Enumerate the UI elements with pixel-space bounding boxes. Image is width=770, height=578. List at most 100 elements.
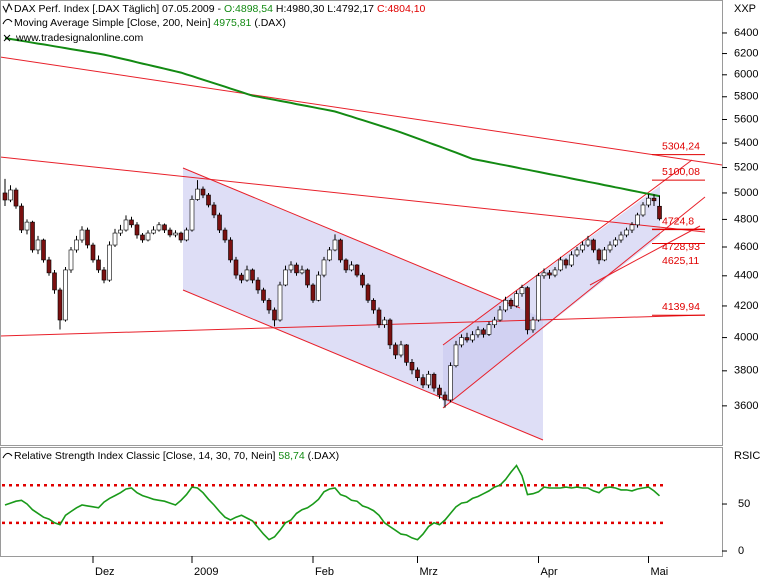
- candle-body: [118, 229, 123, 234]
- candle-body: [233, 259, 239, 276]
- candle-body: [288, 264, 294, 271]
- candle-body: [283, 269, 288, 286]
- candle-body: [332, 239, 338, 251]
- candle-body: [90, 244, 96, 261]
- trend-line: [182, 167, 521, 309]
- trend-lines: [0, 56, 723, 441]
- high-value: H:4980,30: [276, 3, 325, 15]
- annotation-label: 4724,8: [662, 215, 694, 227]
- y-tick-label: 4600: [734, 241, 758, 253]
- trend-line: [442, 159, 693, 346]
- open-value: O:4898,54: [224, 3, 273, 15]
- y-tick-label: 6000: [734, 69, 758, 81]
- candle-body: [96, 259, 101, 271]
- annotation-label: 4728,93: [662, 241, 700, 253]
- candle-body: [508, 299, 514, 307]
- y-tick-label: 0: [738, 545, 744, 557]
- ma-header: Moving Average Simple [Close, 200, Nein]…: [14, 17, 286, 29]
- candle-body: [635, 214, 640, 226]
- trend-line: [442, 196, 706, 409]
- trend-line: [0, 56, 723, 166]
- candle-body: [624, 229, 629, 236]
- price-panel-frame: [0, 0, 723, 446]
- candle-body: [618, 234, 624, 241]
- x-tick-label: 2009: [194, 566, 218, 578]
- candle-body: [13, 189, 19, 207]
- candle-body: [547, 272, 552, 276]
- candle-body: [486, 324, 492, 335]
- x-tick-label: Mrz: [420, 566, 438, 578]
- candle-body: [74, 239, 79, 251]
- candle-body: [250, 269, 255, 281]
- candle-body: [140, 234, 145, 241]
- y-tick-label: 4800: [734, 213, 758, 225]
- y-tick-label: 5800: [734, 91, 758, 103]
- candle-body: [365, 284, 371, 301]
- candle-body: [162, 224, 167, 231]
- y-tick-label: 3600: [734, 400, 758, 412]
- candle-body: [580, 244, 585, 251]
- candle-body: [189, 199, 195, 231]
- candle-body: [420, 377, 426, 386]
- candle-body: [596, 249, 602, 261]
- candle-body: [85, 229, 90, 246]
- candle-body: [629, 224, 635, 231]
- candle-body: [8, 189, 13, 201]
- rsi-axis-label: RSIC: [734, 450, 760, 462]
- y-tick-label: 5400: [734, 137, 758, 149]
- candle-body: [371, 299, 376, 311]
- ma-suffix: (.DAX): [254, 17, 286, 29]
- title: DAX Perf. Index [.DAX Täglich] 07.05.200…: [14, 3, 222, 15]
- candle-body: [602, 249, 607, 261]
- candle-body: [327, 249, 332, 261]
- low-value: L:4792,17: [327, 3, 374, 15]
- up-channel-shade: [443, 186, 660, 408]
- candle-body: [475, 329, 481, 336]
- candle-body: [30, 221, 35, 251]
- candle-body: [541, 272, 547, 277]
- candle-body: [640, 204, 646, 216]
- candle-body: [503, 299, 508, 311]
- candle-body: [558, 259, 563, 271]
- close-value: C:4804,10: [377, 3, 426, 15]
- y-tick-label: 3800: [734, 365, 758, 377]
- candle-body: [41, 239, 46, 261]
- moving-average-line: [4, 37, 660, 198]
- candle-body: [607, 244, 613, 251]
- ma-name: Moving Average Simple [Close, 200, Nein]: [14, 17, 211, 29]
- indicator-icon: [2, 18, 13, 25]
- x-tick-label: Apr: [541, 566, 558, 578]
- candle-body: [63, 269, 68, 321]
- candle-body: [68, 249, 74, 271]
- x-tick-label: Feb: [315, 566, 334, 578]
- candle-body: [651, 197, 657, 202]
- y-tick-label: 5200: [734, 161, 758, 173]
- candle-body: [79, 229, 85, 241]
- candle-body: [184, 229, 189, 241]
- annotation-label: 5100,08: [662, 166, 700, 178]
- candle-body: [382, 319, 387, 326]
- candle-body: [167, 229, 173, 236]
- candle-body: [338, 239, 343, 261]
- candle-body: [349, 264, 354, 271]
- candle-body: [217, 214, 222, 231]
- candle-body: [404, 344, 409, 363]
- rsi-suffix: (.DAX): [308, 450, 340, 462]
- candle-body: [453, 344, 459, 367]
- candle-body: [310, 284, 316, 301]
- candle-body: [470, 334, 475, 341]
- candle-body: [552, 269, 558, 276]
- candle-body: [46, 259, 52, 274]
- candle-body: [272, 309, 277, 321]
- candle-body: [448, 365, 453, 401]
- indicator-icon: [2, 452, 13, 459]
- candle-body: [343, 259, 349, 271]
- candle-body: [585, 239, 591, 246]
- candle-body: [514, 293, 519, 307]
- candle-body: [2, 192, 8, 201]
- trend-line: [0, 314, 706, 337]
- candle-body: [206, 194, 211, 206]
- candle-body: [415, 369, 420, 378]
- candle-body: [294, 264, 299, 274]
- candle-body: [657, 205, 662, 220]
